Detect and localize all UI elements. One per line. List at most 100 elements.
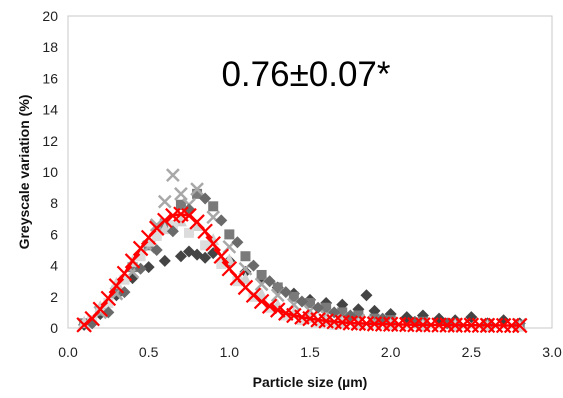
data-point (245, 287, 262, 304)
data-point (157, 194, 172, 209)
annotation-text: 0.76±0.07* (221, 55, 390, 94)
data-point (100, 290, 117, 307)
data-point (124, 253, 141, 269)
data-point (256, 269, 267, 280)
data-point (110, 276, 123, 289)
data-point (174, 250, 187, 263)
data-point (208, 201, 219, 212)
data-point (184, 227, 194, 238)
data-point (127, 262, 138, 273)
data-point (174, 214, 187, 227)
data-point (239, 272, 252, 285)
data-point (158, 254, 171, 267)
data-point (313, 318, 324, 329)
series-mean (76, 206, 528, 334)
y-tick-label: 4 (50, 258, 58, 274)
y-tick-label: 18 (42, 39, 58, 55)
data-point (255, 287, 268, 300)
y-tick-label: 0 (50, 320, 58, 336)
data-point (295, 295, 308, 308)
data-point (149, 218, 164, 232)
data-point (151, 230, 162, 241)
y-tick-label: 14 (42, 102, 58, 118)
data-point (296, 315, 307, 326)
data-point (94, 300, 107, 313)
data-point (165, 168, 180, 183)
data-point (213, 248, 230, 265)
data-point (199, 192, 212, 205)
x-tick-label: 2.0 (381, 344, 401, 360)
y-axis-label: Greyscale variation (%) (16, 95, 32, 250)
y-tick-label: 8 (50, 195, 58, 211)
data-point (167, 220, 178, 231)
data-point (263, 275, 276, 288)
data-point (150, 244, 163, 256)
x-tick-label: 3.0 (542, 344, 562, 360)
data-point (181, 207, 197, 224)
data-point (108, 278, 125, 294)
y-tick-label: 6 (50, 226, 58, 242)
data-point (135, 251, 146, 262)
y-axis: 0 2 4 6 8 10 12 14 16 18 20 (42, 8, 58, 336)
data-point (337, 307, 348, 318)
data-point (157, 212, 173, 229)
data-point (272, 282, 283, 293)
data-point (142, 261, 155, 274)
data-point (312, 301, 325, 314)
data-point (321, 302, 332, 313)
y-tick-label: 20 (42, 8, 58, 24)
series-sample (78, 214, 526, 332)
data-point (239, 265, 252, 278)
data-point (215, 214, 228, 227)
data-point (118, 286, 131, 299)
x-tick-label: 1.0 (220, 344, 240, 360)
data-point (119, 274, 130, 285)
y-tick-label: 12 (42, 133, 58, 149)
data-point (280, 310, 291, 321)
y-tick-label: 2 (50, 289, 58, 305)
x-axis: 0.0 0.5 1.0 1.5 2.0 2.5 3.0 (58, 344, 562, 360)
data-point (231, 236, 244, 249)
data-point (269, 302, 286, 318)
data-point (132, 240, 149, 257)
data-point (360, 289, 373, 302)
data-point (76, 317, 92, 333)
data-point (264, 302, 275, 313)
data-point (305, 298, 315, 309)
data-point (288, 291, 299, 302)
y-tick-label: 10 (42, 164, 58, 180)
data-point (329, 319, 340, 330)
data-point (253, 293, 270, 310)
plot-frame (67, 15, 553, 329)
data-point (199, 251, 212, 264)
x-tick-label: 2.5 (462, 344, 482, 360)
data-point (103, 298, 114, 309)
x-axis-label: Particle size (µm) (253, 374, 368, 390)
data-point (224, 229, 235, 240)
data-point (353, 310, 364, 321)
data-point (166, 225, 179, 238)
data-point (174, 186, 188, 201)
data-point (92, 301, 109, 318)
data-point (205, 235, 221, 252)
data-point (247, 259, 260, 272)
data-point (279, 286, 292, 299)
data-point (190, 182, 204, 197)
y-tick-label: 16 (42, 70, 58, 86)
data-series (76, 168, 528, 334)
data-point (511, 317, 528, 334)
data-point (216, 259, 227, 270)
x-tick-label: 0.5 (139, 344, 159, 360)
data-point (191, 219, 204, 232)
data-point (111, 285, 122, 296)
data-point (197, 223, 213, 240)
data-point (369, 313, 380, 324)
data-point (261, 298, 278, 314)
data-point (116, 265, 133, 282)
data-point (232, 276, 243, 287)
data-point (200, 240, 211, 251)
data-point (240, 251, 251, 262)
data-point (192, 188, 203, 199)
series-sample (79, 188, 525, 330)
